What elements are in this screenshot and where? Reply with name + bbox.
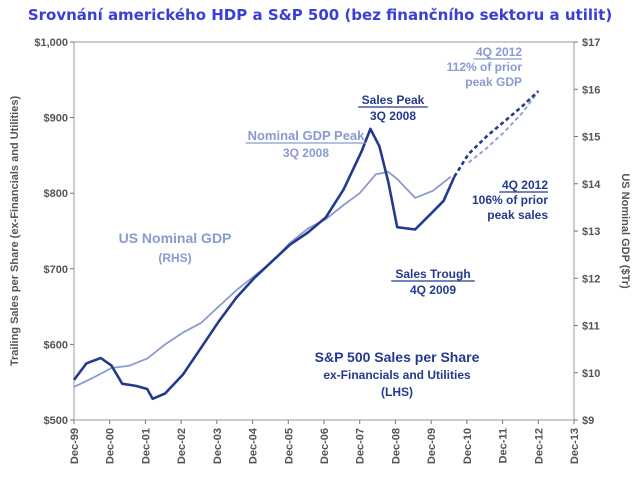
y-right-tick-label: $10 — [582, 368, 600, 380]
sales-line — [72, 127, 456, 401]
x-tick-label: Dec-12 — [533, 428, 545, 464]
annotation-gdp-4q2012-line: peak GDP — [465, 75, 522, 89]
x-tick-label: Dec-11 — [498, 428, 510, 463]
y-left-tick-label: $600 — [44, 339, 68, 351]
x-tick-label: Dec-06 — [319, 428, 331, 464]
x-tick-label: Dec-04 — [248, 427, 260, 464]
annotation-sales-4q2012-line: 106% of prior — [472, 193, 548, 207]
y-left-tick-label: $1,000 — [34, 37, 68, 49]
x-tick-label: Dec-02 — [176, 428, 188, 464]
page-title: Srovnání amerického HDP a S&P 500 (bez f… — [27, 6, 613, 24]
x-tick-label: Dec-00 — [105, 428, 117, 464]
y-right-tick-label: $15 — [582, 132, 600, 144]
annotation-gdp-label-line: (RHS) — [158, 251, 191, 265]
y-left-tick-label: $900 — [44, 113, 68, 125]
y-right-tick-label: $14 — [582, 179, 601, 191]
annotation-sales-trough: Sales Trough 4Q 2009 — [391, 267, 475, 297]
annotation-sales-trough-line: 4Q 2009 — [410, 283, 456, 297]
y-left-tick-label: $700 — [44, 264, 68, 276]
annotations: US Nominal GDP (RHS) Nominal GDP Peak 3Q 20… — [119, 45, 549, 399]
gdp-projection-line — [468, 91, 540, 164]
y-right-tick-label: $13 — [582, 226, 600, 238]
annotation-sp500-label-line: (LHS) — [381, 385, 413, 399]
y-left-tick-label: $800 — [44, 188, 68, 200]
annotation-sales-peak-line: 3Q 2008 — [370, 109, 416, 123]
left-axis-title: Trailing Sales per Share (ex-Financials … — [9, 96, 21, 367]
annotation-gdp-label-line: US Nominal GDP — [119, 230, 232, 246]
x-tick-label: Dec-99 — [69, 428, 81, 464]
x-axis: Dec-99 Dec-00 Dec-01 Dec-02 Dec-03 Dec-04 Dec-… — [69, 420, 581, 464]
annotation-gdp-4q2012-line: 4Q 2012 — [476, 45, 522, 59]
x-tick-label: Dec-01 — [140, 428, 152, 464]
left-axis: $500 $600 $700 $800 $900 $1,000 — [34, 37, 74, 427]
right-axis-title: US Nominal GDP ($Tr) — [619, 173, 631, 289]
x-tick-label: Dec-08 — [390, 428, 402, 464]
annotation-gdp-peak-line: Nominal GDP Peak — [248, 128, 366, 143]
y-right-tick-label: $17 — [582, 37, 600, 49]
annotation-gdp-peak: Nominal GDP Peak 3Q 2008 — [245, 128, 367, 160]
annotation-sales-4q2012-line: 4Q 2012 — [502, 178, 548, 192]
series-lines — [72, 90, 540, 401]
x-tick-label: Dec-07 — [355, 428, 367, 464]
y-right-tick-label: $12 — [582, 273, 600, 285]
annotation-sp500-label-line: S&P 500 Sales per Share — [315, 349, 480, 365]
annotation-gdp-4q2012-line: 112% of prior — [447, 60, 523, 74]
y-right-tick-label: $11 — [582, 321, 600, 333]
annotation-gdp-peak-line: 3Q 2008 — [283, 146, 329, 160]
axis-titles: Trailing Sales per Share (ex-Financials … — [9, 96, 631, 367]
annotation-sales-4q2012-line: peak sales — [487, 208, 548, 222]
annotation-sp500-label-line: ex-Financials and Utilities — [323, 368, 471, 382]
y-right-tick-label: $9 — [582, 415, 594, 427]
annotation-sales-peak-line: Sales Peak — [362, 93, 425, 107]
annotation-sales-trough-line: Sales Trough — [395, 267, 470, 281]
right-axis: $9 $10 $11 $12 $13 $14 $15 $16 $17 — [574, 37, 601, 427]
x-tick-label: Dec-03 — [212, 428, 224, 464]
y-right-tick-label: $16 — [582, 84, 600, 96]
annotation-sp500-label: S&P 500 Sales per Share ex-Financials and… — [315, 349, 480, 399]
x-tick-label: Dec-09 — [426, 428, 438, 464]
x-tick-label: Dec-10 — [462, 428, 474, 464]
x-tick-label: Dec-05 — [283, 428, 295, 464]
annotation-gdp-label: US Nominal GDP (RHS) — [119, 230, 232, 265]
sales-projection-line — [453, 90, 540, 178]
annotation-sales-peak: Sales Peak 3Q 2008 — [358, 93, 428, 123]
y-left-tick-label: $500 — [44, 415, 68, 427]
x-tick-label: Dec-13 — [569, 428, 581, 464]
